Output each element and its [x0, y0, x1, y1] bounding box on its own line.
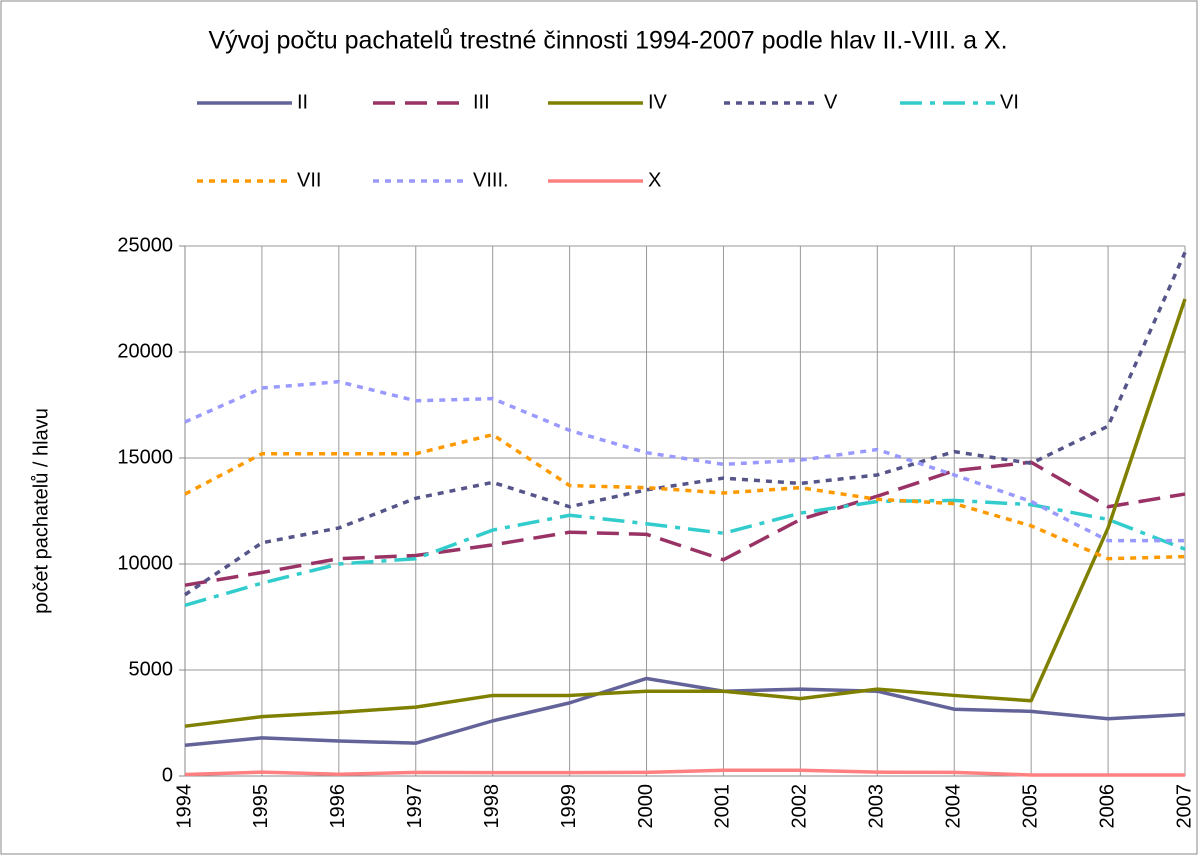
y-tick-label: 15000 — [117, 446, 173, 468]
legend-label: IV — [648, 91, 668, 113]
legend-label: VI — [1000, 91, 1019, 113]
legend-label: X — [648, 169, 661, 191]
y-tick-label: 20000 — [117, 340, 173, 362]
x-tick-label: 2000 — [635, 784, 657, 829]
series-line — [184, 379, 1185, 543]
x-tick-label: 2004 — [943, 784, 965, 829]
x-tick-label: 2007 — [1173, 784, 1195, 829]
series-line — [184, 432, 1186, 561]
x-tick-label: 1997 — [404, 784, 426, 829]
series-line — [184, 460, 1186, 587]
legend-label: V — [824, 91, 838, 113]
series-line — [184, 676, 1186, 748]
x-tick-label: 2002 — [789, 784, 811, 829]
series-line — [184, 768, 1185, 777]
x-tick-label: 2003 — [866, 784, 888, 829]
chart-title: Vývoj počtu pachatelů trestné činnosti 1… — [208, 27, 1007, 55]
legend-label: VIII. — [473, 169, 509, 191]
x-tick-label: 1998 — [481, 784, 503, 829]
y-axis-label: počet pachatelů / hlavu — [30, 408, 52, 614]
x-tick-label: 1999 — [558, 784, 580, 829]
legend-label: II — [297, 91, 308, 113]
series-line — [184, 251, 1187, 597]
x-tick-label: 2005 — [1019, 784, 1041, 829]
legend-label: VII — [297, 169, 321, 191]
legend-label: III — [473, 91, 490, 113]
series-line — [184, 298, 1187, 728]
y-tick-label: 25000 — [117, 234, 173, 256]
x-tick-label: 1996 — [327, 784, 349, 829]
x-tick-label: 2006 — [1096, 784, 1118, 829]
y-tick-label: 0 — [162, 764, 173, 786]
x-tick-label: 1995 — [250, 784, 272, 829]
y-tick-label: 5000 — [129, 658, 174, 680]
y-tick-label: 10000 — [117, 552, 173, 574]
series-line — [184, 498, 1186, 608]
x-tick-label: 1994 — [173, 784, 195, 829]
x-tick-label: 2001 — [712, 784, 734, 829]
